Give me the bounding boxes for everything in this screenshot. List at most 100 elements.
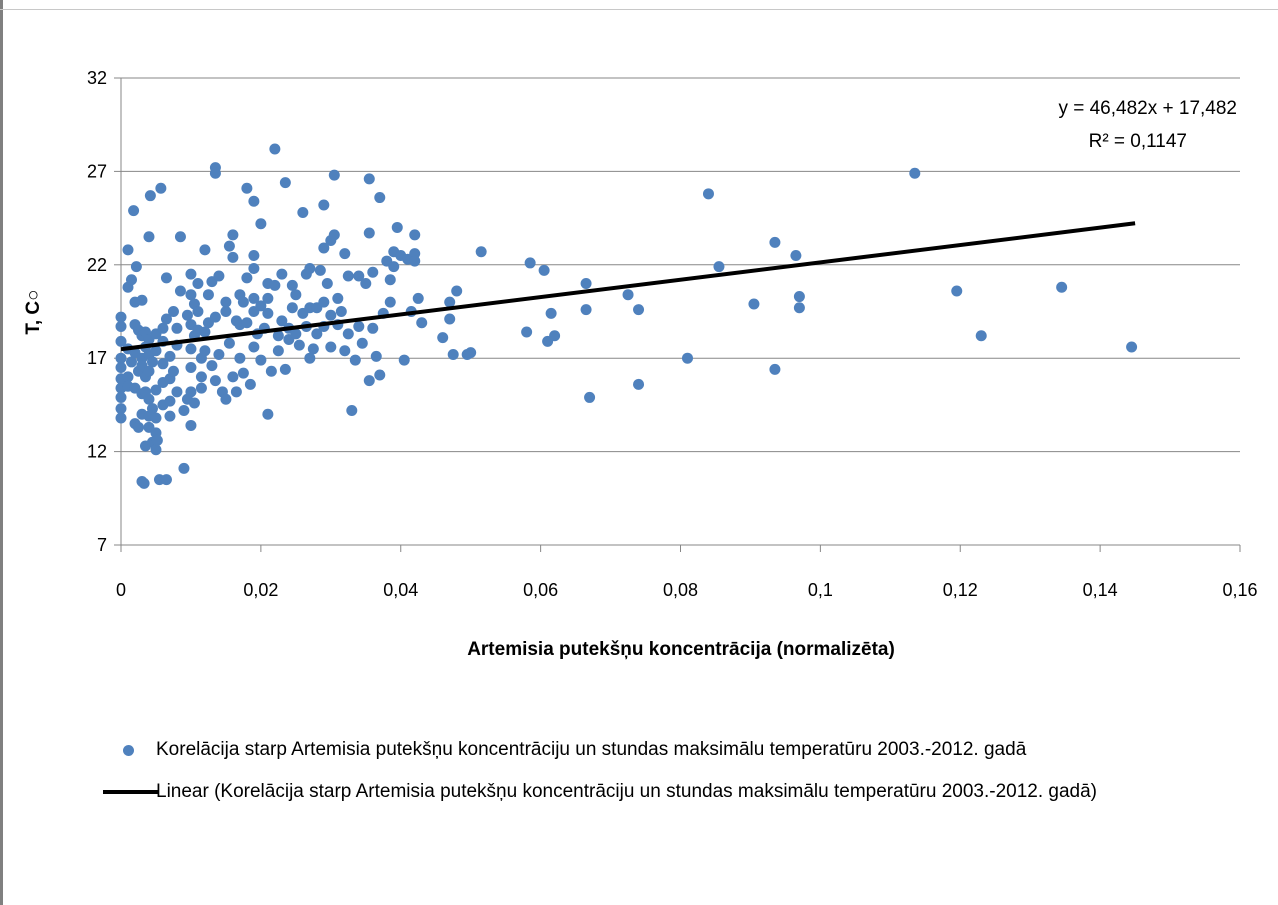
data-point — [909, 167, 921, 179]
data-point — [195, 382, 207, 394]
x-tick-label: 0,16 — [1222, 580, 1257, 600]
data-point — [115, 335, 127, 347]
data-point — [951, 285, 963, 297]
data-point — [304, 263, 316, 275]
x-tick-label: 0 — [116, 580, 126, 600]
data-point — [209, 167, 221, 179]
data-point — [363, 173, 375, 185]
data-point — [328, 229, 340, 241]
data-point — [444, 296, 456, 308]
data-point — [328, 169, 340, 181]
data-point — [374, 369, 386, 381]
data-point — [332, 292, 344, 304]
data-point — [318, 296, 330, 308]
data-point — [262, 408, 274, 420]
frame-left-border — [0, 0, 3, 905]
data-point — [272, 345, 284, 357]
data-point — [360, 277, 372, 289]
data-point — [451, 285, 463, 297]
data-point — [255, 354, 267, 366]
data-point — [325, 341, 337, 353]
data-point — [237, 296, 249, 308]
trendline-r2: R² = 0,1147 — [1089, 131, 1187, 152]
y-tick-label: 17 — [87, 348, 107, 368]
data-point — [115, 412, 127, 424]
legend-label-linear: Linear (Korelācija starp Artemisia putek… — [156, 781, 1098, 802]
data-point — [150, 412, 162, 424]
data-point — [633, 304, 645, 316]
data-point — [325, 309, 337, 321]
trendline-equation: y = 46,482x + 17,482 — [1058, 98, 1237, 119]
data-point — [220, 306, 232, 317]
data-point — [769, 363, 781, 375]
y-tick-label: 7 — [97, 535, 107, 555]
data-point — [384, 274, 396, 286]
data-point — [290, 328, 302, 340]
data-point — [185, 419, 197, 431]
data-point — [265, 365, 277, 377]
data-point — [220, 393, 232, 405]
data-point — [178, 405, 190, 417]
y-axis-title: T, C○ — [23, 289, 44, 334]
legend-marker-dot — [100, 735, 156, 765]
x-tick-label: 0,08 — [663, 580, 698, 600]
data-point — [185, 362, 197, 374]
data-point — [122, 244, 134, 256]
data-point — [384, 296, 396, 308]
x-tick-label: 0,14 — [1083, 580, 1118, 600]
data-point — [622, 289, 634, 301]
data-point — [279, 177, 291, 189]
data-point — [157, 358, 169, 370]
data-point — [580, 304, 592, 316]
legend-label-scatter: Korelācija starp Artemisia putekšņu konc… — [156, 739, 1027, 760]
data-point — [164, 395, 176, 407]
data-point — [584, 391, 596, 403]
data-point — [151, 434, 163, 446]
data-point — [286, 302, 298, 314]
data-point — [150, 384, 162, 396]
data-point — [223, 337, 235, 349]
data-point — [269, 279, 281, 291]
data-point — [339, 345, 351, 357]
data-point — [391, 221, 403, 233]
data-point — [146, 403, 158, 415]
data-point — [136, 294, 148, 306]
data-point — [276, 315, 288, 327]
data-point — [227, 251, 239, 263]
legend-item-linear: Linear (Korelācija starp Artemisia putek… — [100, 777, 1200, 807]
data-point — [125, 356, 137, 368]
data-point — [220, 296, 232, 308]
data-point — [248, 341, 260, 353]
data-point — [241, 317, 253, 329]
data-point — [297, 206, 309, 218]
data-point — [342, 270, 354, 282]
data-point — [230, 386, 242, 398]
x-tick-label: 0,04 — [383, 580, 418, 600]
legend-item-scatter: Korelācija starp Artemisia putekšņu konc… — [100, 735, 1200, 765]
data-point — [199, 244, 211, 256]
data-points — [115, 143, 1138, 489]
data-point — [178, 462, 190, 474]
data-point — [412, 292, 424, 304]
axes — [120, 78, 1241, 552]
data-point — [213, 270, 225, 282]
data-point — [314, 264, 326, 276]
data-point — [115, 391, 127, 403]
data-point — [206, 360, 218, 372]
data-point — [367, 266, 379, 278]
data-point — [255, 300, 267, 312]
data-point — [150, 345, 162, 357]
data-point — [311, 328, 323, 340]
data-point — [272, 330, 284, 342]
data-point — [227, 371, 239, 383]
x-tick-label: 0,06 — [523, 580, 558, 600]
data-point — [363, 227, 375, 239]
data-point — [1056, 281, 1068, 293]
legend: Korelācija starp Artemisia putekšņu konc… — [100, 735, 1200, 807]
data-point — [185, 386, 197, 398]
data-point — [188, 397, 200, 409]
data-point — [248, 292, 260, 304]
data-point — [143, 365, 155, 377]
data-point — [290, 289, 302, 301]
